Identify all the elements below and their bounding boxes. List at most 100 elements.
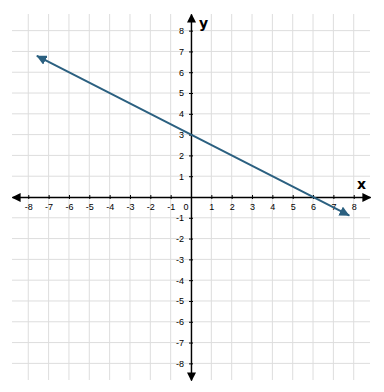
tick-mark [293, 195, 294, 199]
tick-label: -2 [176, 234, 184, 244]
tick-mark [211, 195, 212, 199]
tick-label: 8 [179, 26, 184, 36]
tick-label: 2 [230, 202, 235, 212]
tick-label: 6 [179, 68, 184, 78]
tick-mark [189, 259, 193, 260]
tick-label: 4 [179, 109, 184, 119]
tick: -7 [176, 338, 193, 348]
tick: 5 [291, 195, 296, 212]
tick-label: -7 [45, 202, 53, 212]
tick: -5 [86, 195, 94, 212]
tick: -3 [176, 255, 193, 265]
tick-label: -6 [176, 317, 184, 327]
tick-mark [189, 93, 193, 94]
tick-label: 1 [179, 172, 184, 182]
tick-mark [272, 195, 273, 199]
tick-label: 5 [179, 88, 184, 98]
tick-label: -4 [106, 202, 114, 212]
tick: -5 [176, 296, 193, 306]
tick: -1 [176, 213, 193, 223]
tick-mark [333, 195, 334, 199]
tick-mark [189, 176, 193, 177]
tick-mark [189, 114, 193, 115]
tick-label: -1 [167, 202, 175, 212]
tick-mark [189, 155, 193, 156]
tick: -6 [176, 317, 193, 327]
x-axis-label: x [357, 176, 366, 192]
tick: -1 [167, 195, 175, 212]
tick-mark [189, 31, 193, 32]
tick-mark [171, 195, 172, 199]
tick: -7 [45, 195, 53, 212]
tick: 1 [209, 195, 214, 212]
tick-mark [130, 195, 131, 199]
tick-label: -6 [65, 202, 73, 212]
tick-label: 1 [209, 202, 214, 212]
tick-mark [189, 72, 193, 73]
tick-mark [232, 195, 233, 199]
tick-label: -1 [176, 213, 184, 223]
tick: -2 [176, 234, 193, 244]
tick: 8 [179, 26, 193, 36]
plot: -8-7-6-5-4-3-2-1012345678-8-7-6-5-4-3-2-… [12, 14, 371, 381]
tick: 7 [179, 47, 193, 57]
tick-mark [69, 195, 70, 199]
tick: -6 [65, 195, 73, 212]
tick-label: -3 [126, 202, 134, 212]
tick-mark [189, 343, 193, 344]
tick: 5 [179, 88, 193, 98]
tick-label: 3 [250, 202, 255, 212]
tick-mark [189, 280, 193, 281]
tick-mark [252, 195, 253, 199]
tick-mark [28, 195, 29, 199]
axis-line [191, 15, 192, 381]
tick: 2 [179, 151, 193, 161]
tick: -4 [176, 276, 193, 286]
tick-mark [354, 195, 355, 199]
tick-label: -3 [176, 255, 184, 265]
y-axis: -8-7-6-5-4-3-2-112345678 [176, 15, 193, 381]
tick-label: -5 [176, 296, 184, 306]
tick-mark [150, 195, 151, 199]
tick-mark [189, 363, 193, 364]
tick-mark [189, 51, 193, 52]
tick: 3 [250, 195, 255, 212]
tick-label: -7 [176, 338, 184, 348]
tick-label: 5 [291, 202, 296, 212]
tick: 8 [352, 195, 357, 212]
tick: 4 [270, 195, 275, 212]
tick: 7 [331, 195, 336, 212]
tick-label: 4 [270, 202, 275, 212]
tick: -2 [147, 195, 155, 212]
tick: -4 [106, 195, 114, 212]
chart: -8-7-6-5-4-3-2-1012345678-8-7-6-5-4-3-2-… [0, 0, 384, 392]
tick-label: 0 [183, 202, 188, 212]
tick-mark [89, 195, 90, 199]
tick-mark [189, 218, 193, 219]
tick-mark [49, 195, 50, 199]
tick-label: 8 [352, 202, 357, 212]
tick-label: -4 [176, 276, 184, 286]
tick: 2 [230, 195, 235, 212]
grid [12, 14, 370, 380]
tick: 0 [183, 195, 191, 212]
marks [37, 56, 348, 215]
tick-label: -8 [25, 202, 33, 212]
tick-label: -5 [86, 202, 94, 212]
tick-mark [110, 195, 111, 199]
tick: -8 [176, 359, 193, 369]
tick-mark [189, 239, 193, 240]
y-axis-label: y [199, 15, 208, 31]
tick: 4 [179, 109, 193, 119]
tick-label: 2 [179, 151, 184, 161]
tick: -8 [25, 195, 33, 212]
tick-label: -8 [176, 359, 184, 369]
tick-mark [189, 301, 193, 302]
tick: 1 [179, 172, 193, 182]
line [37, 56, 348, 215]
tick: 6 [179, 68, 193, 78]
tick-mark [189, 322, 193, 323]
tick-label: 7 [179, 47, 184, 57]
tick-label: 6 [311, 202, 316, 212]
tick-label: -2 [147, 202, 155, 212]
